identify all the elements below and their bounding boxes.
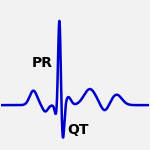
Text: QT: QT (67, 123, 89, 137)
Text: PR: PR (32, 56, 53, 70)
